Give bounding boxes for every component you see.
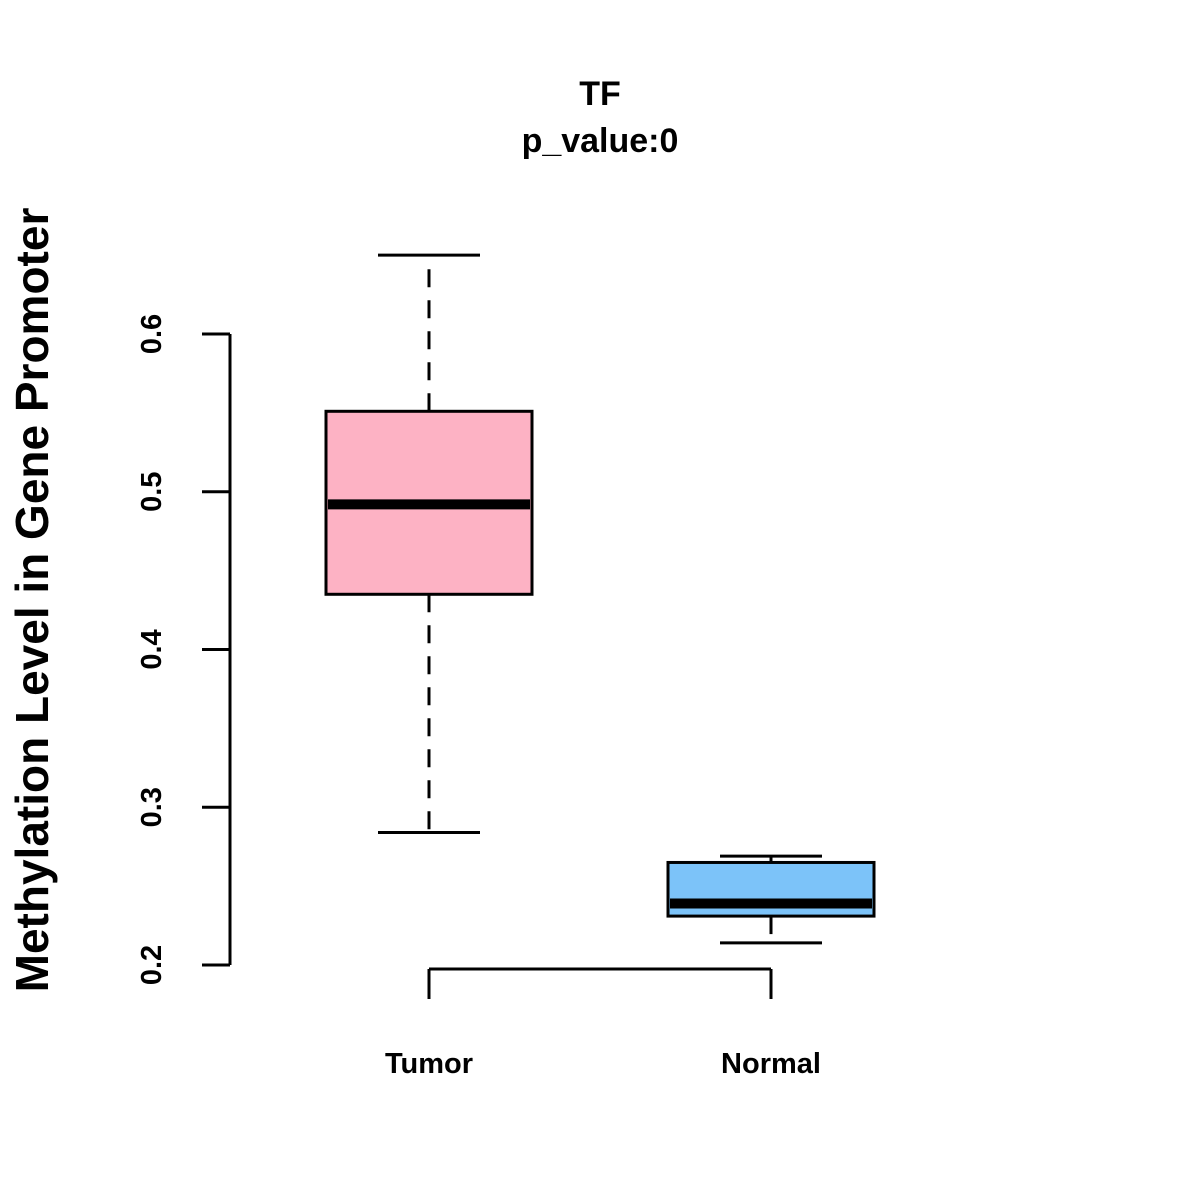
chart-title: TF [579,75,621,113]
x-axis: Tumor Normal [385,967,821,1080]
y-tick-label-0.3: 0.3 [136,787,168,827]
y-axis: 0.2 0.3 0.4 0.5 0.6 [136,314,232,985]
x-tick-label-normal: Normal [721,1048,821,1080]
y-tick-label-0.6: 0.6 [136,314,168,354]
boxes-group [324,253,876,945]
y-tick-label-0.5: 0.5 [136,472,168,512]
y-tick-label-0.2: 0.2 [136,945,168,985]
y-tick-label-0.4: 0.4 [136,629,168,669]
chart-subtitle: p_value:0 [522,122,679,160]
x-tick-label-tumor: Tumor [385,1048,473,1080]
y-axis-label: Methylation Level in Gene Promoter [6,208,58,993]
